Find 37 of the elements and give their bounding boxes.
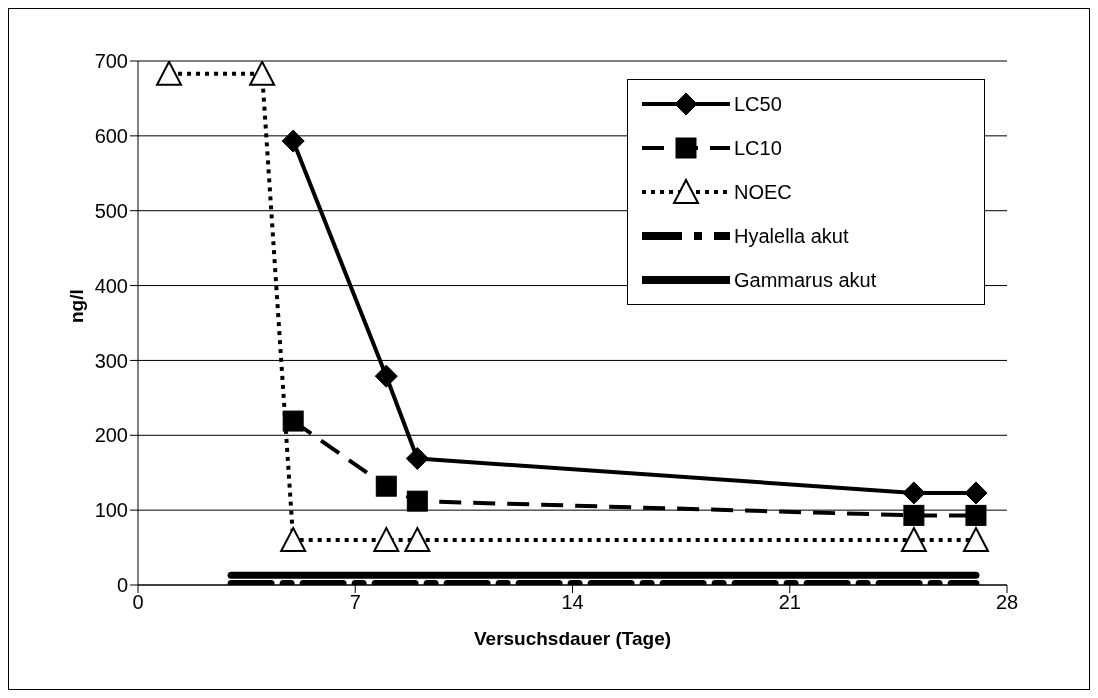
x-tick-label: 7 <box>349 591 361 614</box>
point <box>404 527 431 553</box>
point <box>902 481 926 505</box>
point <box>156 61 183 86</box>
point <box>373 527 400 553</box>
point <box>964 481 988 505</box>
y-tick-label: 600 <box>94 124 128 147</box>
point <box>375 475 397 497</box>
x-tick-label: 28 <box>995 591 1019 614</box>
point <box>281 129 305 153</box>
point <box>405 446 429 470</box>
point <box>965 504 987 526</box>
legend-label: LC50 <box>734 92 782 116</box>
x-tick-label: 21 <box>778 591 801 614</box>
point <box>282 410 304 432</box>
y-tick-label: 0 <box>116 574 128 597</box>
y-tick-label: 300 <box>94 349 128 372</box>
point <box>406 490 428 512</box>
point <box>374 364 398 388</box>
x-tick-label: 0 <box>132 591 144 614</box>
point <box>249 61 276 86</box>
x-axis-title: Versuchsdauer (Tage) <box>473 628 672 649</box>
y-tick-label: 200 <box>94 424 128 447</box>
y-tick-label: 500 <box>94 199 128 222</box>
x-tick-label: 14 <box>561 591 584 614</box>
y-tick-label: 400 <box>94 274 128 297</box>
point <box>962 527 989 553</box>
legend-label: Gammarus akut <box>734 268 877 292</box>
y-axis-title: ng/l <box>65 289 87 323</box>
y-tick-label: 100 <box>94 499 128 522</box>
legend-label: Hyalella akut <box>734 224 849 248</box>
point <box>280 527 307 553</box>
point <box>900 527 927 553</box>
legend-label: LC10 <box>734 136 782 160</box>
y-tick-label: 700 <box>94 50 128 73</box>
legend-label: NOEC <box>734 180 792 204</box>
point <box>903 504 925 526</box>
